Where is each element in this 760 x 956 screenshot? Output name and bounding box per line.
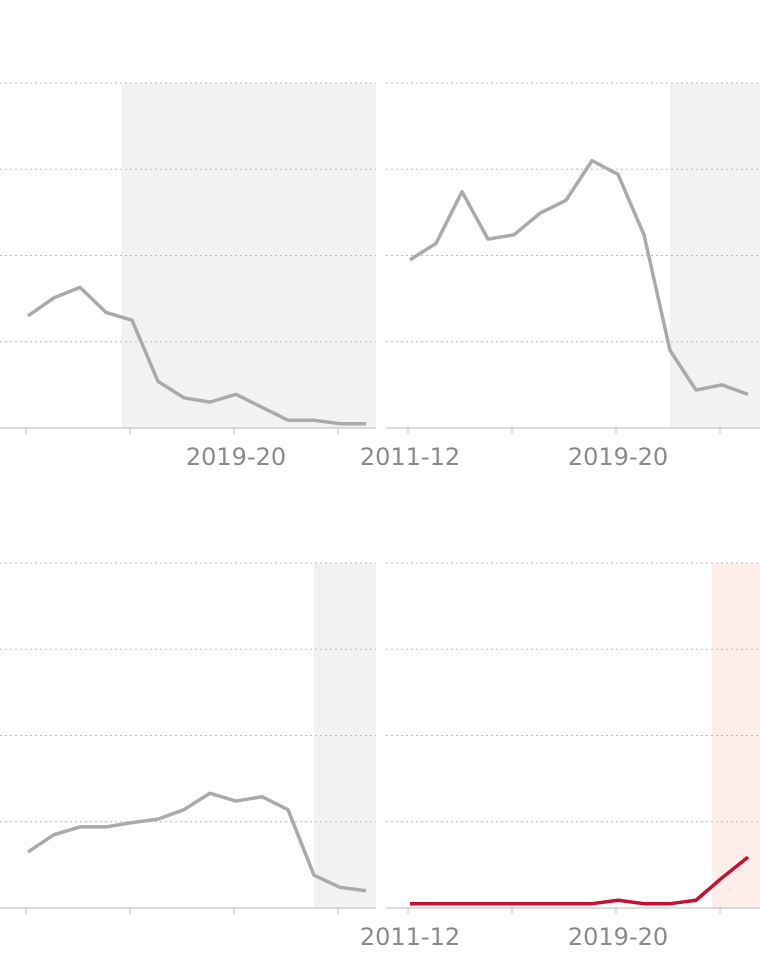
line (410, 855, 750, 906)
line (409, 158, 749, 397)
line (26, 285, 366, 426)
x-tick-label: 2019-20 (568, 443, 668, 471)
x-tick-label: 2011-12 (360, 443, 460, 471)
forecast-shade (121, 83, 376, 428)
x-tick-label: 2019-20 (186, 443, 286, 471)
x-tick-label: 2019-20 (568, 923, 668, 951)
line (27, 791, 367, 893)
x-tick-label: 2011-12 (360, 923, 460, 951)
